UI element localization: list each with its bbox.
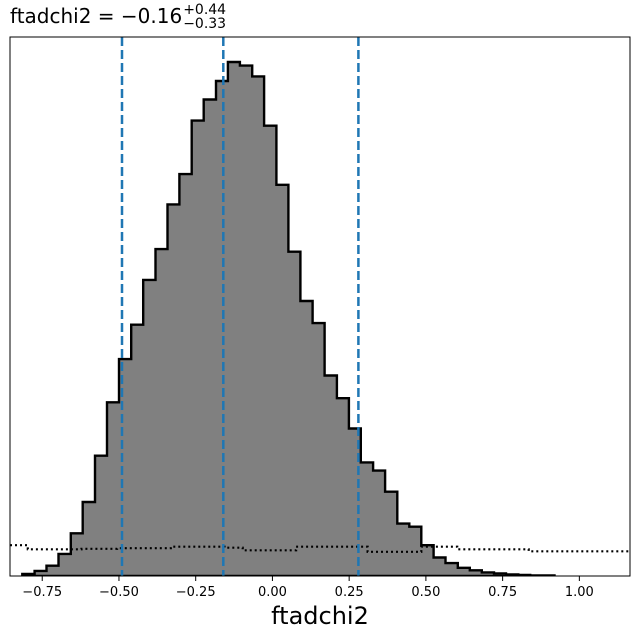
x-tick-label: −0.50 (99, 585, 139, 600)
plot-area (10, 37, 630, 576)
x-tick-label: 0.50 (411, 585, 440, 600)
x-tick-label: 0.25 (335, 585, 364, 600)
title-median-value: −0.16 (121, 4, 182, 28)
x-tick-label: 0.75 (488, 585, 517, 600)
prior-dotted-line (10, 544, 630, 553)
posterior-histogram-fill (22, 62, 555, 576)
x-axis-ticks: −0.75 −0.50 −0.25 0.00 0.25 0.50 0.75 1.00 (22, 576, 594, 600)
x-tick-label: 1.00 (565, 585, 594, 600)
svg-text:ftadchi2 = −0.16: ftadchi2 = −0.16 (10, 4, 182, 28)
axes-frame (9, 36, 631, 577)
title-lower-error: −0.33 (183, 16, 226, 32)
x-axis-label: ftadchi2 (271, 602, 369, 630)
title-equals-sign: = (91, 4, 120, 28)
chart-title: ftadchi2 = −0.16 +0.44 −0.33 (10, 2, 226, 32)
title-upper-error: +0.44 (183, 2, 226, 18)
plot-content (10, 37, 630, 576)
x-tick-label: −0.25 (176, 585, 216, 600)
x-tick-label: −0.75 (22, 585, 62, 600)
title-param-name: ftadchi2 (10, 4, 91, 28)
x-tick-label: 0.00 (258, 585, 287, 600)
posterior-histogram-outline (21, 60, 556, 576)
